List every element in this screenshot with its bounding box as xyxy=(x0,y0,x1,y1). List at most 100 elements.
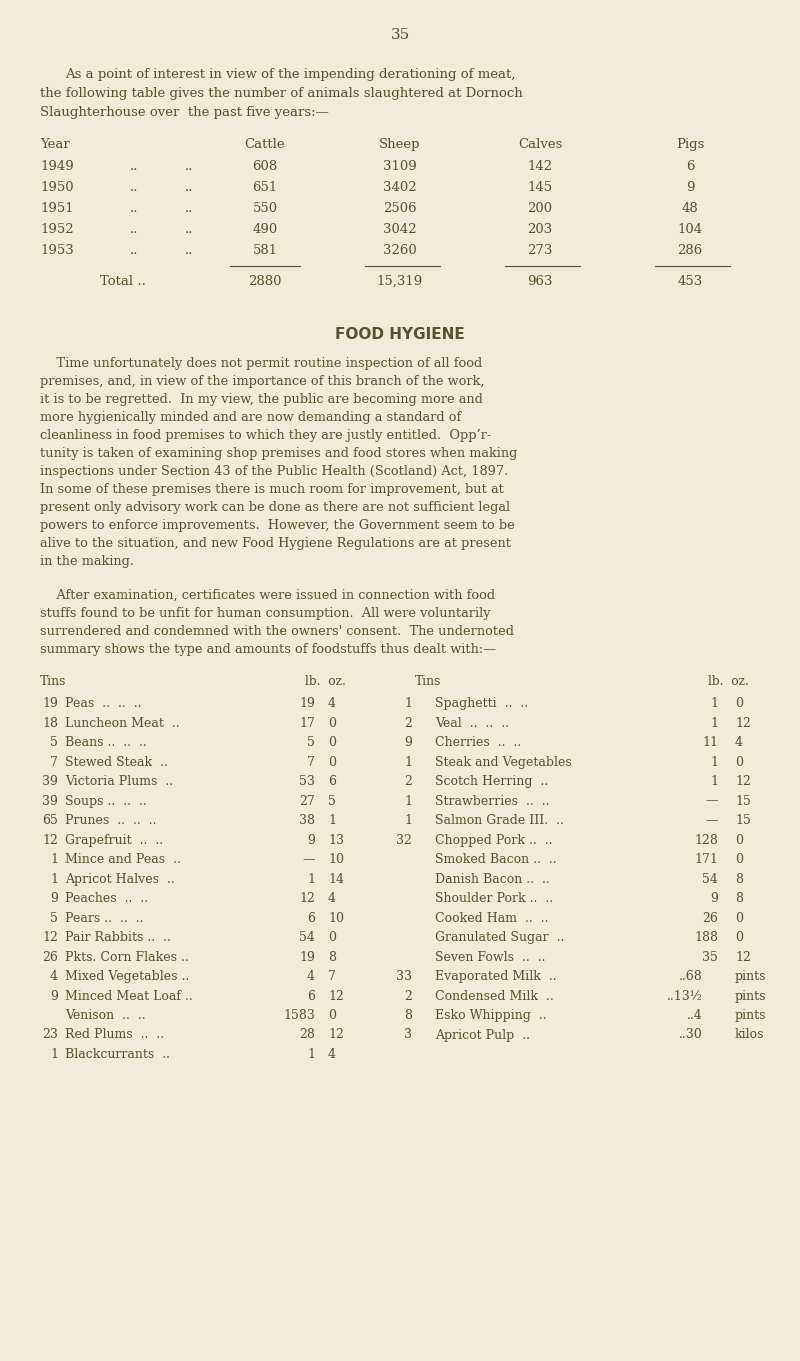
Text: premises, and, in view of the importance of this branch of the work,: premises, and, in view of the importance… xyxy=(40,376,485,388)
Text: 550: 550 xyxy=(253,201,278,215)
Text: FOOD HYGIENE: FOOD HYGIENE xyxy=(335,327,465,342)
Text: 9: 9 xyxy=(50,891,58,905)
Text: 0: 0 xyxy=(735,697,743,710)
Text: 1: 1 xyxy=(328,814,336,827)
Text: 33: 33 xyxy=(396,970,412,983)
Text: 145: 145 xyxy=(527,181,553,195)
Text: more hygienically minded and are now demanding a standard of: more hygienically minded and are now dem… xyxy=(40,411,462,425)
Text: ..68: ..68 xyxy=(679,970,703,983)
Text: in the making.: in the making. xyxy=(40,555,134,568)
Text: 8: 8 xyxy=(328,950,336,964)
Text: 15: 15 xyxy=(735,814,751,827)
Text: lb.  oz.: lb. oz. xyxy=(305,675,346,689)
Text: Tins: Tins xyxy=(415,675,442,689)
Text: 19: 19 xyxy=(42,697,58,710)
Text: 1952: 1952 xyxy=(40,223,74,235)
Text: After examination, certificates were issued in connection with food: After examination, certificates were iss… xyxy=(40,589,495,602)
Text: cleanliness in food premises to which they are justly entitled.  Opp’r-: cleanliness in food premises to which th… xyxy=(40,429,491,442)
Text: pints: pints xyxy=(735,970,766,983)
Text: Beans ..  ..  ..: Beans .. .. .. xyxy=(65,736,146,749)
Text: 48: 48 xyxy=(682,201,698,215)
Text: 4: 4 xyxy=(328,1048,336,1062)
Text: 963: 963 xyxy=(527,275,553,289)
Text: 2: 2 xyxy=(404,716,412,729)
Text: 6: 6 xyxy=(686,161,694,173)
Text: tunity is taken of examining shop premises and food stores when making: tunity is taken of examining shop premis… xyxy=(40,446,518,460)
Text: Prunes  ..  ..  ..: Prunes .. .. .. xyxy=(65,814,157,827)
Text: 9: 9 xyxy=(307,833,315,847)
Text: Spaghetti  ..  ..: Spaghetti .. .. xyxy=(435,697,528,710)
Text: 1: 1 xyxy=(404,697,412,710)
Text: 0: 0 xyxy=(328,716,336,729)
Text: Cooked Ham  ..  ..: Cooked Ham .. .. xyxy=(435,912,549,924)
Text: 27: 27 xyxy=(299,795,315,807)
Text: Apricot Halves  ..: Apricot Halves .. xyxy=(65,872,174,886)
Text: Blackcurrants  ..: Blackcurrants .. xyxy=(65,1048,170,1062)
Text: 5: 5 xyxy=(50,912,58,924)
Text: Peas  ..  ..  ..: Peas .. .. .. xyxy=(65,697,142,710)
Text: 171: 171 xyxy=(694,853,718,866)
Text: Pigs: Pigs xyxy=(676,137,704,151)
Text: Slaughterhouse over  the past five years:—: Slaughterhouse over the past five years:… xyxy=(40,106,329,118)
Text: 4: 4 xyxy=(735,736,743,749)
Text: 12: 12 xyxy=(42,833,58,847)
Text: Minced Meat Loaf ..: Minced Meat Loaf .. xyxy=(65,989,193,1003)
Text: —: — xyxy=(706,795,718,807)
Text: 4: 4 xyxy=(50,970,58,983)
Text: 7: 7 xyxy=(328,970,336,983)
Text: Scotch Herring  ..: Scotch Herring .. xyxy=(435,774,548,788)
Text: 0: 0 xyxy=(328,736,336,749)
Text: kilos: kilos xyxy=(735,1029,765,1041)
Text: 608: 608 xyxy=(252,161,278,173)
Text: ..: .. xyxy=(185,161,194,173)
Text: Veal  ..  ..  ..: Veal .. .. .. xyxy=(435,716,509,729)
Text: 0: 0 xyxy=(328,931,336,945)
Text: Time unfortunately does not permit routine inspection of all food: Time unfortunately does not permit routi… xyxy=(40,357,482,370)
Text: 18: 18 xyxy=(42,716,58,729)
Text: 3402: 3402 xyxy=(383,181,417,195)
Text: 12: 12 xyxy=(328,1029,344,1041)
Text: 453: 453 xyxy=(678,275,702,289)
Text: Seven Fowls  ..  ..: Seven Fowls .. .. xyxy=(435,950,546,964)
Text: 23: 23 xyxy=(42,1029,58,1041)
Text: it is to be regretted.  In my view, the public are becoming more and: it is to be regretted. In my view, the p… xyxy=(40,393,483,406)
Text: Cattle: Cattle xyxy=(245,137,286,151)
Text: Tins: Tins xyxy=(40,675,66,689)
Text: Condensed Milk  ..: Condensed Milk .. xyxy=(435,989,554,1003)
Text: 38: 38 xyxy=(299,814,315,827)
Text: 1: 1 xyxy=(404,795,412,807)
Text: As a point of interest in view of the impending derationing of meat,: As a point of interest in view of the im… xyxy=(65,68,515,82)
Text: Smoked Bacon ..  ..: Smoked Bacon .. .. xyxy=(435,853,557,866)
Text: alive to the situation, and new Food Hygiene Regulations are at present: alive to the situation, and new Food Hyg… xyxy=(40,538,511,550)
Text: pints: pints xyxy=(735,1009,766,1022)
Text: 490: 490 xyxy=(252,223,278,235)
Text: 1583: 1583 xyxy=(283,1009,315,1022)
Text: 142: 142 xyxy=(527,161,553,173)
Text: 1: 1 xyxy=(307,872,315,886)
Text: —: — xyxy=(302,853,315,866)
Text: 1: 1 xyxy=(710,697,718,710)
Text: 0: 0 xyxy=(328,1009,336,1022)
Text: 15: 15 xyxy=(735,795,751,807)
Text: 12: 12 xyxy=(735,774,751,788)
Text: 39: 39 xyxy=(42,795,58,807)
Text: 203: 203 xyxy=(527,223,553,235)
Text: Shoulder Pork ..  ..: Shoulder Pork .. .. xyxy=(435,891,553,905)
Text: 11: 11 xyxy=(702,736,718,749)
Text: 12: 12 xyxy=(328,989,344,1003)
Text: ..: .. xyxy=(185,201,194,215)
Text: 581: 581 xyxy=(253,244,278,257)
Text: 19: 19 xyxy=(299,950,315,964)
Text: ..: .. xyxy=(130,201,138,215)
Text: 12: 12 xyxy=(735,716,751,729)
Text: inspections under Section 43 of the Public Health (Scotland) Act, 1897.: inspections under Section 43 of the Publ… xyxy=(40,465,508,478)
Text: 4: 4 xyxy=(328,697,336,710)
Text: 1: 1 xyxy=(307,1048,315,1062)
Text: 35: 35 xyxy=(390,29,410,42)
Text: 15,319: 15,319 xyxy=(377,275,423,289)
Text: 0: 0 xyxy=(735,853,743,866)
Text: 12: 12 xyxy=(42,931,58,945)
Text: 8: 8 xyxy=(735,891,743,905)
Text: 1: 1 xyxy=(404,814,412,827)
Text: lb.  oz.: lb. oz. xyxy=(708,675,749,689)
